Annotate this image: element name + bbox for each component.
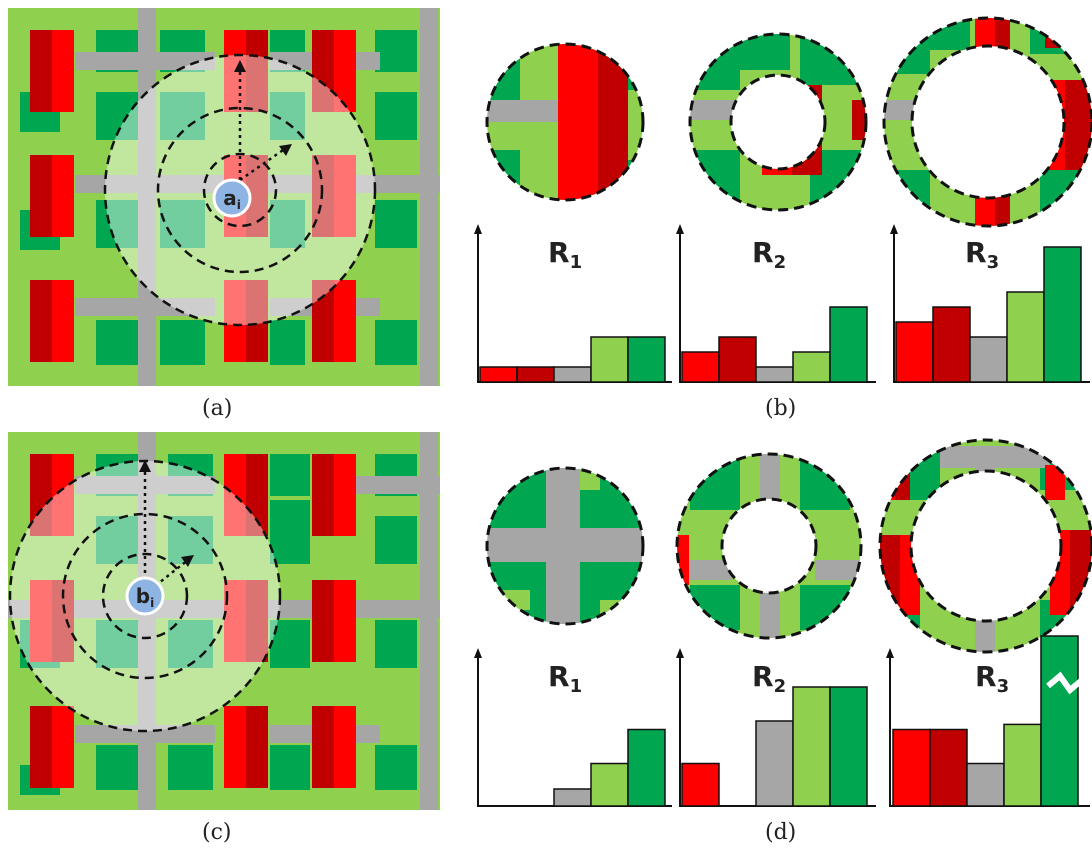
ring-label-d2: R — [752, 660, 774, 693]
ring-outline-d2 — [675, 452, 863, 640]
histogram-bar-d3-dark-green — [1040, 635, 1079, 807]
histogram-bar-b1-red — [479, 366, 518, 383]
ring-outline-b3 — [882, 16, 1092, 228]
histogram-bar-d3-dark-red — [929, 728, 968, 807]
histogram-bar-d2-light-green — [792, 686, 831, 807]
histogram-bar-d3-red — [892, 728, 931, 807]
ring-outline-b1 — [485, 42, 645, 202]
histogram-bar-b2-gray — [755, 366, 794, 383]
map-panel-c — [8, 432, 440, 810]
center-point-a: ai — [212, 178, 252, 218]
svg-text:bi: bi — [136, 584, 154, 610]
svg-text:R1: R1 — [548, 236, 582, 273]
center-label-a-sub: i — [237, 198, 241, 212]
ring-label-b2: R — [752, 236, 774, 269]
svg-text:R2: R2 — [752, 236, 786, 273]
radius-arrows-a — [238, 68, 287, 182]
ring-label-b3: R — [965, 236, 987, 269]
center-label-c: b — [136, 584, 150, 608]
histogram-bar-b1-dark-red — [516, 366, 555, 383]
caption-c: (c) — [202, 820, 232, 845]
histogram-bar-d2-dark-green — [829, 686, 868, 807]
caption-b: (b) — [765, 396, 797, 421]
ring-label-b3-sub: 3 — [987, 252, 1000, 273]
ring-labels-b: R1 R2 R3 — [548, 236, 999, 273]
histogram-bar-b3-red — [895, 321, 934, 383]
ring-labels-d: R1 R2 R3 — [548, 660, 1009, 697]
histogram-bar-b2-dark-red — [718, 336, 757, 383]
svg-text:ai: ai — [223, 186, 241, 212]
svg-text:R2: R2 — [752, 660, 786, 697]
histogram-bar-b2-dark-green — [829, 306, 868, 383]
histogram-bar-d3-light-green — [1003, 723, 1042, 807]
svg-text:R1: R1 — [548, 660, 582, 697]
axis-break-marker — [1046, 671, 1084, 695]
ring-label-d3: R — [975, 660, 997, 693]
ring-outline-b2 — [688, 32, 868, 212]
histogram-bar-b3-dark-green — [1043, 246, 1082, 383]
histogram-bar-d1-dark-green — [627, 728, 666, 807]
ring-b1 — [487, 44, 643, 200]
axis-arrows-b — [474, 224, 898, 234]
ring-label-d3-sub: 3 — [997, 676, 1010, 697]
histogram-bar-b1-gray — [553, 366, 592, 383]
ring-label-d2-sub: 2 — [774, 676, 787, 697]
histogram-bar-b1-light-green — [590, 336, 629, 383]
neighborhood-rings-a — [103, 53, 377, 327]
center-label-c-sub: i — [150, 596, 154, 610]
svg-text:R3: R3 — [965, 236, 999, 273]
ring-label-b1-sub: 1 — [570, 252, 583, 273]
histogram-bar-d2-gray — [755, 720, 794, 807]
histogram-bar-d1-gray — [553, 788, 592, 807]
ring-label-b2-sub: 2 — [774, 252, 787, 273]
arrowheads-a — [234, 60, 292, 156]
histogram-bar-b1-dark-green — [627, 336, 666, 383]
histogram-bar-b2-light-green — [792, 351, 831, 383]
arrowheads-c — [139, 460, 194, 567]
ring-label-b1: R — [548, 236, 570, 269]
svg-text:R3: R3 — [975, 660, 1009, 697]
axis-arrows-d — [474, 648, 894, 658]
histogram-bar-d3-gray — [966, 762, 1005, 807]
histogram-bar-d1-light-green — [590, 762, 629, 807]
ring-label-d1: R — [548, 660, 570, 693]
ring-d1 — [487, 468, 643, 624]
histogram-bar-b3-gray — [969, 336, 1008, 383]
caption-d: (d) — [765, 820, 797, 845]
ring-label-d1-sub: 1 — [570, 676, 583, 697]
histogram-bar-b3-dark-red — [932, 306, 971, 383]
caption-a: (a) — [202, 396, 233, 421]
histogram-bars — [479, 246, 1082, 807]
histogram-bar-b2-red — [681, 351, 720, 383]
center-label-a: a — [223, 186, 237, 210]
histogram-bar-b3-light-green — [1006, 291, 1045, 383]
ring-outline-d1 — [485, 466, 645, 626]
histogram-bar-d2-red — [681, 762, 720, 807]
ring-outline-d3 — [878, 438, 1092, 654]
center-point-c: bi — [125, 576, 165, 616]
ring-b2 — [690, 33, 867, 211]
